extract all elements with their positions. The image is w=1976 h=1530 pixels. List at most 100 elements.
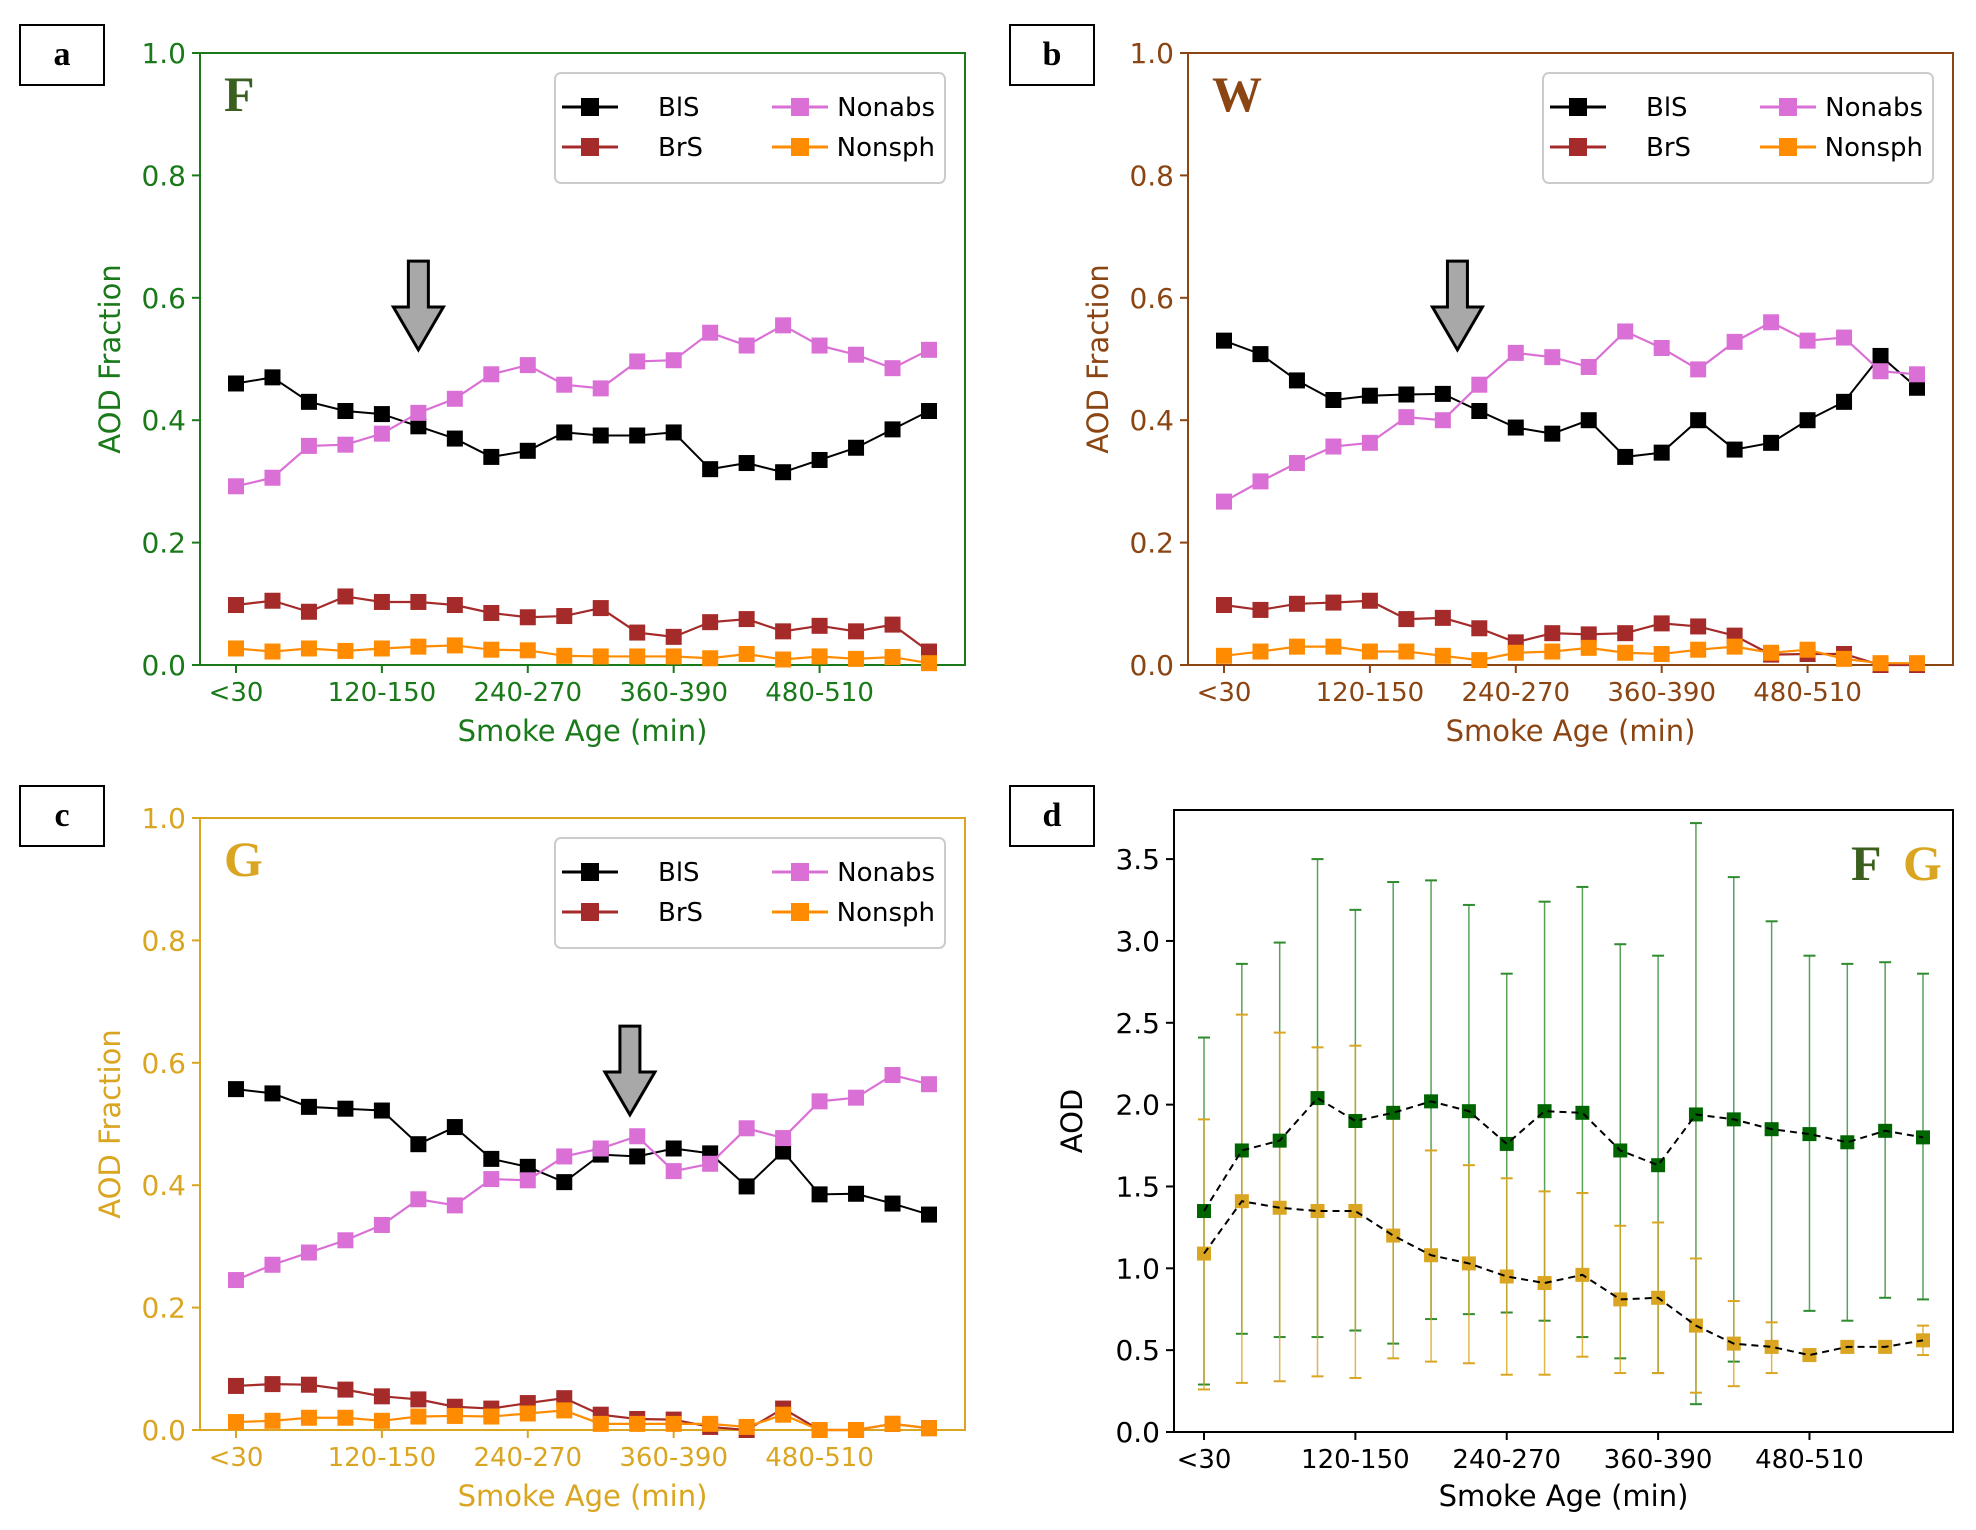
data-point-nonabs [264, 1256, 281, 1273]
data-point-nonsph [1398, 643, 1415, 660]
data-point-bls [373, 406, 390, 423]
data-point-bls [921, 1206, 937, 1223]
data-point-f [1840, 1135, 1855, 1150]
data-point-bls [811, 1186, 828, 1203]
legend-marker [581, 98, 599, 116]
data-point-nonsph [702, 1415, 719, 1432]
data-point-nonabs [373, 1216, 390, 1233]
data-point-bls [1434, 385, 1451, 402]
legend-marker [1569, 138, 1587, 156]
data-point-bls [884, 421, 901, 438]
x-tick-label: 240-270 [1452, 1445, 1561, 1475]
data-point-bls [300, 393, 317, 410]
y-tick-label: 0.2 [141, 527, 186, 560]
data-point-nonabs [1617, 323, 1634, 340]
data-point-bls [556, 1174, 573, 1191]
y-tick-label: 3.0 [1115, 925, 1160, 958]
x-axis-label: Smoke Age (min) [458, 1479, 708, 1513]
series-line-nonabs [1223, 321, 1918, 503]
y-tick-label: 0.0 [1129, 649, 1174, 682]
data-point-brs [1690, 618, 1707, 635]
data-point-bls [1580, 412, 1597, 429]
data-point-nonsph [337, 1409, 354, 1426]
data-point-nonabs [702, 324, 719, 341]
panel-label-d: d [1009, 785, 1095, 847]
data-point-bls [738, 455, 755, 472]
data-point-nonsph [1909, 655, 1925, 672]
data-point-bls [884, 1195, 901, 1212]
data-point-brs [1580, 626, 1597, 643]
data-point-bls [410, 1136, 427, 1153]
series-line-f [1203, 1096, 1924, 1212]
data-point-nonabs [1325, 438, 1342, 455]
site-label: F [224, 66, 255, 122]
data-point-bls [519, 1158, 536, 1175]
data-point-bls [921, 403, 937, 420]
data-point-brs [264, 592, 281, 609]
data-point-nonabs [1763, 314, 1780, 331]
data-point-brs [848, 623, 865, 640]
data-point-brs [373, 593, 390, 610]
data-point-nonsph [1763, 644, 1780, 661]
data-point-bls [264, 1085, 281, 1102]
legend-marker [1779, 138, 1797, 156]
data-point-brs [556, 1390, 573, 1407]
data-point-nonabs [1653, 339, 1670, 356]
data-point-brs [1653, 615, 1670, 632]
data-point-nonabs [1799, 332, 1816, 349]
panel-label-a: a [19, 24, 105, 86]
data-point-bls [665, 1140, 682, 1157]
data-point-nonabs [410, 404, 427, 421]
data-point-f [1234, 1143, 1249, 1158]
data-point-nonabs [1690, 361, 1707, 378]
y-tick-label: 0.0 [141, 1414, 186, 1447]
data-point-nonabs [1909, 366, 1925, 383]
legend-marker [581, 138, 599, 156]
arrow-icon [390, 259, 446, 353]
data-point-nonsph [1799, 641, 1816, 658]
x-tick-label: 120-150 [328, 678, 437, 708]
data-point-brs [1617, 625, 1634, 642]
data-point-nonabs [738, 337, 755, 354]
data-point-nonsph [264, 1412, 281, 1429]
data-point-bls [775, 464, 792, 481]
data-point-nonsph [1836, 650, 1853, 667]
data-point-brs [483, 604, 500, 621]
data-point-bls [1216, 332, 1232, 349]
data-point-brs [300, 603, 317, 620]
data-point-nonsph [1653, 645, 1670, 662]
data-point-brs [300, 1376, 317, 1393]
y-tick-label: 1.5 [1115, 1170, 1160, 1203]
data-point-nonabs [1216, 493, 1232, 510]
data-point-bls [228, 1081, 244, 1098]
data-point-nonabs [300, 437, 317, 454]
data-point-nonabs [446, 1197, 463, 1214]
data-point-brs [519, 609, 536, 626]
data-point-f [1197, 1204, 1211, 1219]
data-point-brs [629, 624, 646, 641]
data-point-nonsph [483, 641, 500, 658]
data-point-nonabs [483, 366, 500, 383]
data-point-nonsph [629, 1415, 646, 1432]
plot-frame [1187, 52, 1954, 666]
data-point-brs [1288, 595, 1305, 612]
data-point-brs [264, 1376, 281, 1393]
data-point-brs [1361, 592, 1378, 609]
plot-frame [1173, 809, 1954, 1433]
y-tick-label: 0.2 [141, 1292, 186, 1325]
data-point-bls [1836, 393, 1853, 410]
x-tick-label: 360-390 [1604, 1445, 1713, 1475]
data-point-nonsph [519, 1405, 536, 1422]
data-point-nonsph [300, 640, 317, 657]
data-point-bls [775, 1143, 792, 1160]
y-tick-label: 0.6 [141, 1047, 186, 1080]
x-tick-label: <30 [1197, 678, 1252, 708]
data-point-bls [373, 1102, 390, 1119]
data-point-nonabs [228, 478, 244, 495]
data-point-bls [1361, 387, 1378, 404]
data-point-bls [702, 461, 719, 478]
data-point-bls [1909, 379, 1925, 396]
legend-marker [791, 98, 809, 116]
data-point-nonsph [629, 648, 646, 665]
data-point-brs [775, 623, 792, 640]
